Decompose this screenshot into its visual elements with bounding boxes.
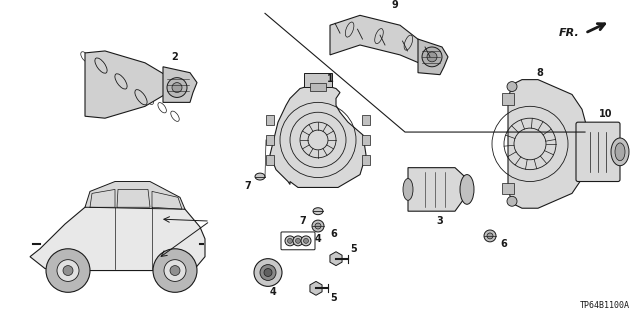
Bar [502,182,514,194]
Polygon shape [408,168,470,211]
Circle shape [484,230,496,242]
Text: TP64B1100A: TP64B1100A [580,301,630,310]
Circle shape [315,223,321,229]
Circle shape [172,83,182,92]
Bar [310,83,326,91]
Circle shape [167,78,187,97]
Polygon shape [270,85,366,188]
Ellipse shape [313,208,323,215]
Circle shape [287,238,292,243]
Polygon shape [30,199,205,270]
Circle shape [254,259,282,286]
Text: 3: 3 [436,216,444,226]
Text: 7: 7 [244,181,252,191]
FancyBboxPatch shape [576,122,620,181]
Text: 8: 8 [536,68,543,78]
Circle shape [170,266,180,276]
Bar [304,73,332,86]
Circle shape [301,236,311,246]
Bar [362,115,370,125]
Ellipse shape [611,138,629,166]
Text: 10: 10 [599,109,612,119]
Text: 4: 4 [269,287,276,297]
Bar [362,155,370,165]
Bar [266,155,274,165]
Polygon shape [163,67,197,102]
Circle shape [312,220,324,232]
Circle shape [427,52,437,62]
Circle shape [153,249,197,292]
Circle shape [507,196,517,206]
Ellipse shape [403,179,413,200]
Text: 9: 9 [392,0,398,11]
Circle shape [303,238,308,243]
Circle shape [260,265,276,280]
Text: 2: 2 [172,52,179,62]
Polygon shape [330,15,428,67]
Polygon shape [508,80,586,208]
Text: 1: 1 [326,74,333,84]
Circle shape [164,260,186,281]
Circle shape [422,47,442,67]
Bar [362,135,370,145]
Text: FR.: FR. [559,28,580,38]
Ellipse shape [460,175,474,204]
Bar [502,93,514,105]
Circle shape [46,249,90,292]
Circle shape [63,266,73,276]
Bar [266,135,274,145]
Ellipse shape [255,173,265,180]
Polygon shape [85,181,185,209]
Polygon shape [85,51,165,118]
Text: 4: 4 [315,234,321,244]
Text: 7: 7 [300,216,307,226]
Text: 5: 5 [351,244,357,254]
Circle shape [487,233,493,239]
Ellipse shape [615,143,625,161]
Circle shape [507,82,517,92]
Circle shape [296,238,301,243]
Text: 6: 6 [330,229,337,239]
Circle shape [264,268,272,276]
Bar [266,115,274,125]
Circle shape [57,260,79,281]
Circle shape [293,236,303,246]
Polygon shape [418,39,448,75]
Text: 5: 5 [331,293,337,303]
Circle shape [285,236,295,246]
Text: 6: 6 [500,239,507,249]
